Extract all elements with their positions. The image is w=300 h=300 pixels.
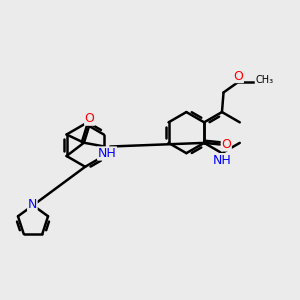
- Text: O: O: [85, 112, 94, 125]
- Text: O: O: [233, 70, 243, 83]
- Text: NH: NH: [98, 147, 116, 160]
- Text: O: O: [221, 138, 231, 151]
- Text: N: N: [28, 198, 37, 211]
- Text: NH: NH: [213, 154, 231, 166]
- Text: CH₃: CH₃: [255, 75, 273, 85]
